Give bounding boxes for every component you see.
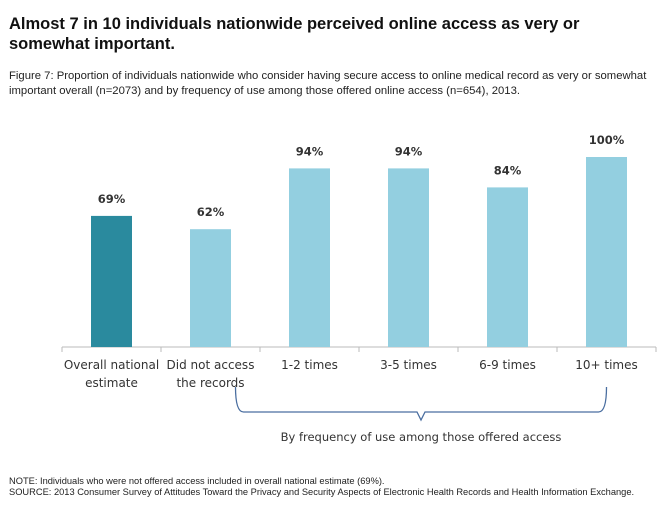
category-label: 3-5 times [380,358,437,372]
note-text: NOTE: Individuals who were not offered a… [9,476,385,486]
bar [586,157,627,347]
bar [91,215,132,347]
figure-caption: Figure 7: Proportion of individuals nati… [9,70,647,97]
group-label: By frequency of use among those offered … [281,430,562,444]
source-text: SOURCE: 2013 Consumer Survey of Attitude… [9,487,635,497]
category-label: Overall national [64,358,159,372]
category-label: 6-9 times [479,358,536,372]
bar [487,187,528,347]
group-bracket [234,386,608,422]
category-label: estimate [85,376,138,390]
footnote: NOTE: Individuals who were not offered a… [9,476,649,498]
category-label: 10+ times [575,358,638,372]
data-label: 84% [494,163,522,177]
data-label: 94% [296,144,324,158]
data-label: 100% [589,133,625,147]
category-label: Did not access [167,358,255,372]
bar-chart: 69% Overall national estimate 62% Did not ac… [61,133,657,444]
category-label: 1-2 times [281,358,338,372]
data-label: 62% [197,205,225,219]
category-label: the records [176,376,244,390]
data-label: 94% [395,144,423,158]
bar [289,168,330,347]
bar [190,229,231,347]
bar [388,168,429,347]
chart-title: Almost 7 in 10 individuals nationwide pe… [9,15,580,53]
data-label: 69% [98,192,126,206]
